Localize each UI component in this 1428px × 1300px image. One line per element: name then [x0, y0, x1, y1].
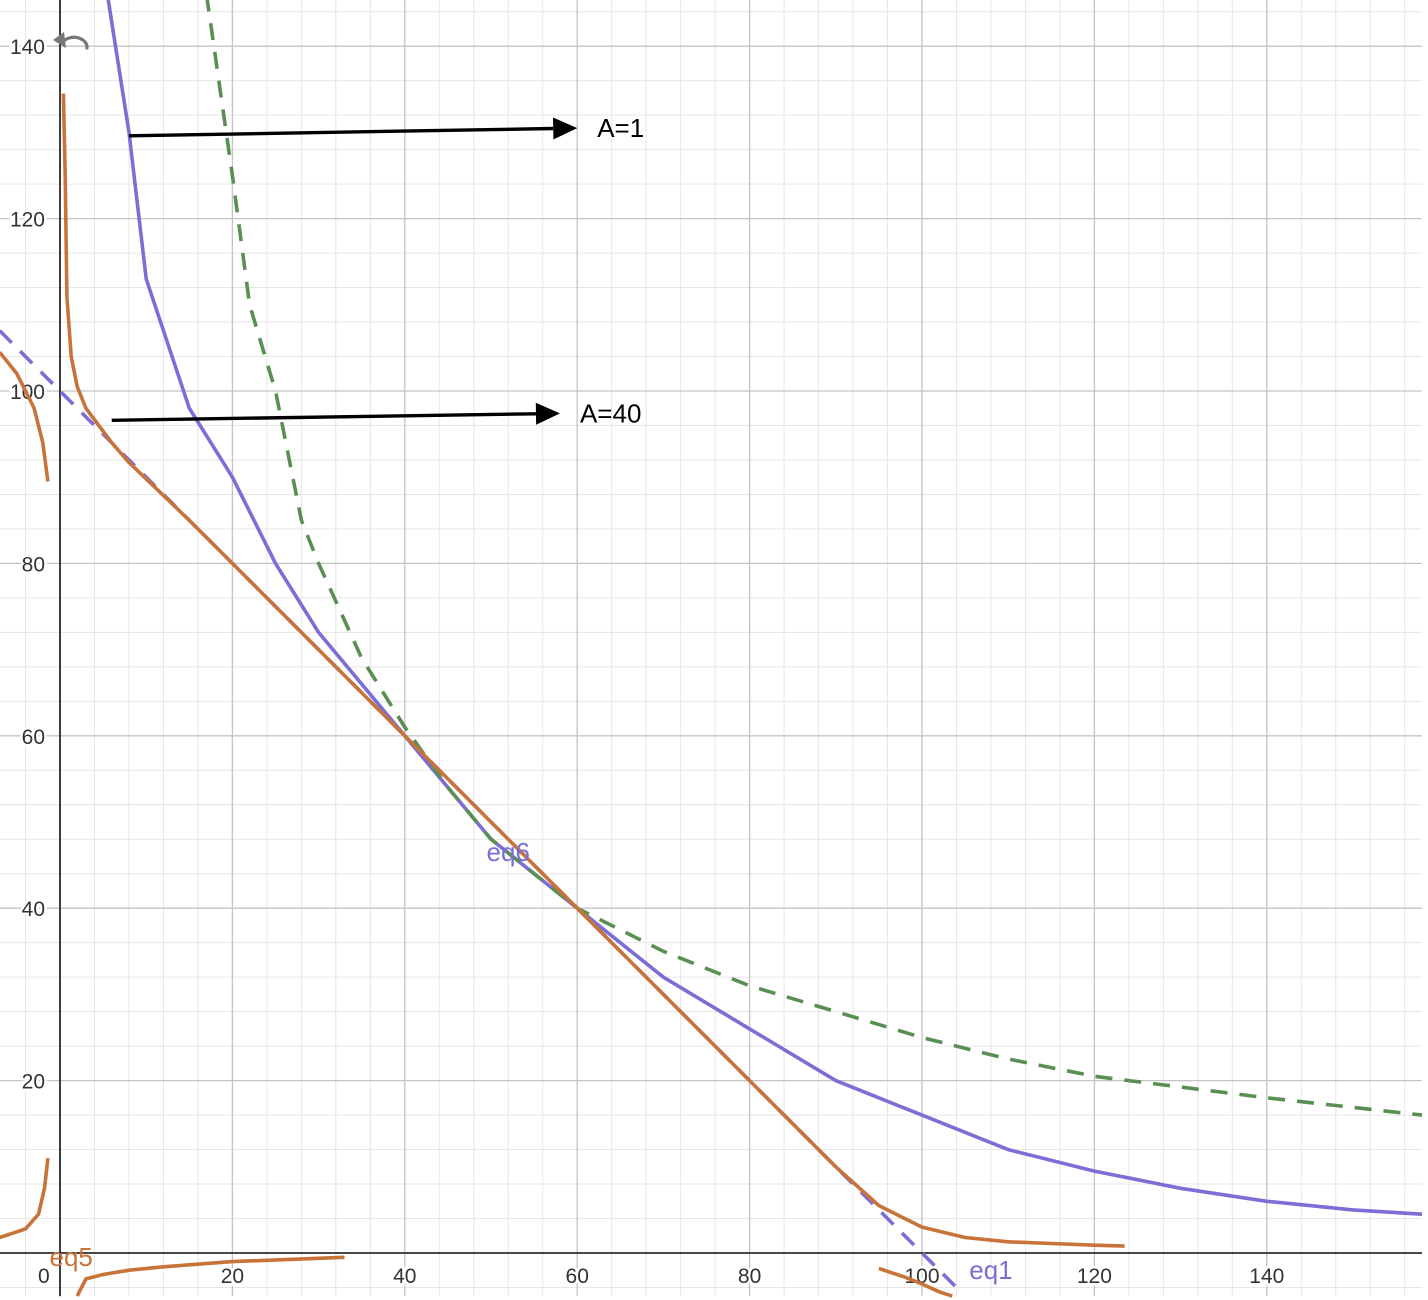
- annotation-arrow-head: [553, 117, 578, 140]
- annotation-arrow-line: [128, 126, 554, 138]
- annotation-arrow-line: [111, 412, 536, 423]
- curve-label-eq1: eq1: [969, 1255, 1012, 1285]
- curve-label-eq5: eq5: [50, 1242, 93, 1272]
- y-tick-label: 140: [10, 36, 45, 59]
- x-tick-label: 140: [1249, 1265, 1284, 1288]
- series-line-eq5: [61, 93, 1125, 1248]
- x-tick-label: 60: [566, 1265, 589, 1288]
- y-tick-label: 60: [22, 726, 45, 749]
- reset-view-button[interactable]: [53, 32, 89, 50]
- y-tick-label: 20: [22, 1071, 45, 1094]
- series-line-eq1: [0, 329, 958, 1289]
- x-tick-label: 80: [738, 1265, 761, 1288]
- annotations: A=1 A=40: [111, 113, 644, 428]
- series-line-eq5: [878, 1266, 953, 1298]
- y-tick-label: 80: [22, 553, 45, 576]
- curve-label-eq6: eq6: [487, 837, 530, 867]
- y-tick-label: 40: [22, 898, 45, 921]
- x-tick-label: 0: [38, 1265, 50, 1288]
- series-line-eq5: [0, 1157, 50, 1240]
- annotation-arrow-head: [535, 402, 560, 425]
- series-line-eq5: [0, 351, 50, 482]
- x-tick-label: 20: [221, 1265, 244, 1288]
- annotation-label: A=1: [597, 113, 644, 143]
- y-tick-label: 120: [10, 209, 45, 232]
- series-line-eq5: [75, 1255, 345, 1297]
- series-line-curve-3: [205, 0, 1423, 1117]
- annotation-label: A=40: [580, 398, 641, 428]
- curve-labels: eq6 eq1 eq5: [50, 837, 1013, 1285]
- x-tick-label: 120: [1077, 1265, 1112, 1288]
- undo-arrow-icon: [61, 35, 89, 50]
- x-tick-label: 40: [393, 1265, 416, 1288]
- undo-arrow-head: [53, 32, 66, 48]
- series-line-eq6: [106, 0, 1423, 1216]
